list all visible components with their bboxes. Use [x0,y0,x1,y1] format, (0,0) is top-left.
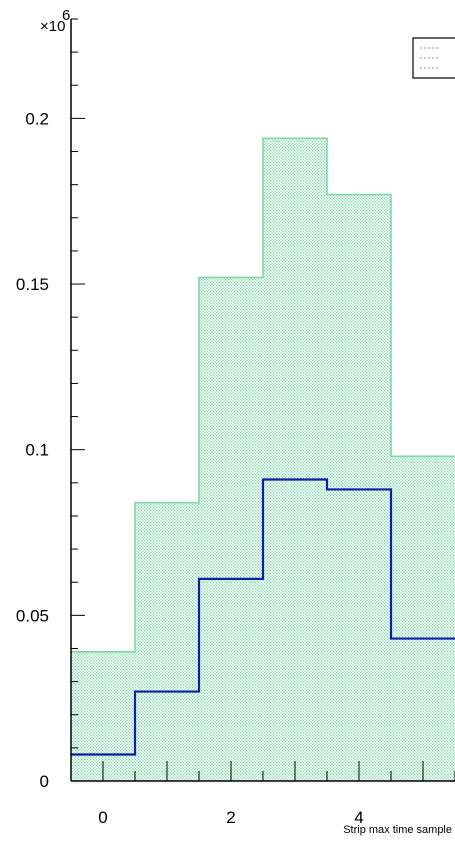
y-tick-label: 0.1 [25,441,49,460]
x-axis-title: Strip max time sample [343,824,452,836]
series-1-bin-2 [199,277,263,781]
y-tick-label: 0.2 [25,109,49,128]
series-1-bin-1 [135,503,199,781]
series-1-outline [71,137,455,653]
y-multiplier-exponent: 6 [62,7,70,24]
series-1-fill [71,138,455,782]
series-1-bin-4 [327,195,391,781]
y-multiplier: ×10 [40,18,65,35]
series-layer [71,137,455,782]
y-tick-label: 0 [40,772,49,791]
axis-layer: 0 0.05 0.1 0.15 0.2 0 2 4 [16,18,455,827]
x-tick-label: 2 [226,808,235,827]
legend-box [412,37,455,79]
series-1-bin-3 [263,138,327,781]
x-tick-label: 4 [354,808,363,827]
y-tick-label: 0.05 [16,606,49,625]
y-tick-label: 0.15 [16,275,49,294]
series-1-bin-5 [391,456,455,781]
x-tick-label: 0 [98,808,107,827]
series-2-step-line [71,478,455,756]
